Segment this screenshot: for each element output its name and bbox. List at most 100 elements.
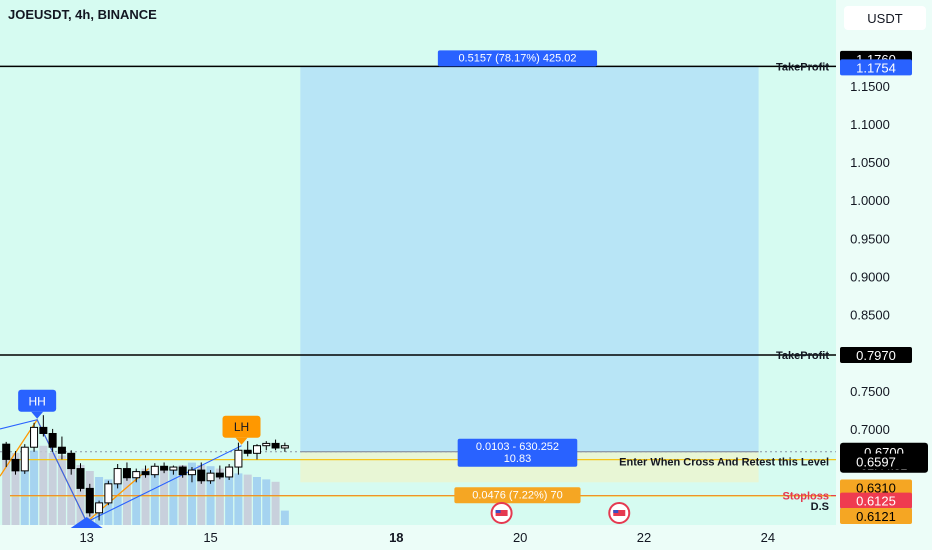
event-flag-stripes bbox=[495, 510, 508, 516]
level-value-label-box bbox=[840, 453, 912, 470]
candle-body bbox=[169, 466, 178, 471]
candle-body bbox=[178, 466, 187, 476]
low-pivot-marker bbox=[70, 516, 103, 528]
time-axis-background bbox=[0, 525, 836, 550]
x-tick-label: 22 bbox=[637, 530, 651, 545]
volume-bar bbox=[271, 481, 280, 525]
level-label: D.S bbox=[811, 501, 829, 513]
volume-bar bbox=[262, 479, 271, 525]
y-tick-label: 0.9000 bbox=[850, 269, 890, 284]
level-value-label-box bbox=[840, 492, 912, 509]
volume-bar bbox=[225, 471, 234, 525]
event-flag-canton bbox=[613, 510, 619, 513]
level-value-label-text: 1.1754 bbox=[856, 60, 896, 75]
candle-body bbox=[20, 446, 29, 472]
volume-bar bbox=[169, 468, 178, 525]
position-center-label-box bbox=[457, 438, 578, 467]
x-tick-label: 13 bbox=[79, 530, 93, 545]
profit-label-text: 0.5157 (78.17%) 425.02 bbox=[458, 52, 576, 64]
candle-body bbox=[160, 465, 169, 471]
volume-bar bbox=[243, 474, 252, 525]
volume-bar bbox=[48, 453, 57, 525]
loss-label-text: 0.0476 (7.22%) 70 bbox=[472, 489, 563, 501]
volume-bar bbox=[2, 459, 11, 525]
candle-body bbox=[187, 469, 196, 476]
candle-body bbox=[234, 449, 243, 468]
profit-label-box bbox=[437, 50, 598, 67]
symbol-title: JOEUSDT, 4h, BINANCE bbox=[8, 7, 157, 22]
candle-body bbox=[76, 468, 85, 489]
x-tick-label: 15 bbox=[203, 530, 217, 545]
loss-label-box bbox=[454, 487, 581, 504]
profit-zone bbox=[300, 66, 759, 452]
candle-body bbox=[252, 445, 261, 454]
candle-body bbox=[141, 471, 150, 476]
candle-body bbox=[57, 446, 66, 454]
candle-body bbox=[104, 483, 113, 504]
y-tick-label: 0.7500 bbox=[850, 384, 890, 399]
y-tick-label: 1.1000 bbox=[850, 117, 890, 132]
candle-body bbox=[48, 432, 57, 448]
level-label: Stoploss bbox=[783, 491, 829, 503]
y-tick-label: 1.1500 bbox=[850, 79, 890, 94]
candle-body bbox=[113, 468, 122, 485]
pattern-label-text: LH bbox=[234, 420, 249, 434]
level-label: TakeProfit bbox=[776, 350, 829, 362]
volume-bar bbox=[197, 465, 206, 525]
position-center-label-text: 0.0103 - 630.252 bbox=[476, 441, 559, 453]
candle-body bbox=[122, 468, 131, 479]
volume-bar bbox=[113, 474, 122, 525]
level-label: TakeProfit bbox=[776, 61, 829, 73]
trendline-blue bbox=[0, 419, 242, 523]
candle-body bbox=[150, 465, 159, 476]
x-tick-label: 24 bbox=[761, 530, 775, 545]
volume-bar bbox=[252, 477, 261, 525]
candle-body bbox=[225, 466, 234, 478]
volume-bar bbox=[178, 465, 187, 525]
x-tick-label: 20 bbox=[513, 530, 527, 545]
y-tick-label: 0.7000 bbox=[850, 422, 890, 437]
level-label: Enter When Cross And Retest this Level bbox=[619, 457, 829, 469]
event-flag-stripes bbox=[613, 510, 626, 516]
candle-body bbox=[197, 469, 206, 482]
candle-body bbox=[11, 458, 20, 472]
volume-bar bbox=[11, 453, 20, 525]
volume-bar bbox=[57, 455, 66, 525]
pattern-label-pointer bbox=[235, 437, 248, 445]
pattern-label-text: HH bbox=[28, 394, 45, 408]
y-tick-label: 0.9500 bbox=[850, 231, 890, 246]
candle-body bbox=[95, 502, 104, 514]
level-value-label-text: 0.6125 bbox=[856, 494, 896, 509]
candle-body bbox=[2, 443, 11, 460]
candle-body bbox=[215, 472, 224, 478]
volume-bar bbox=[76, 465, 85, 525]
level-value-label-box bbox=[840, 59, 912, 76]
volume-bar bbox=[20, 455, 29, 525]
price-label-text: 0.6310 bbox=[856, 481, 896, 496]
level-value-label-text: 0.6597 bbox=[856, 455, 896, 470]
pattern-label-pointer bbox=[31, 411, 44, 419]
candle-body bbox=[39, 426, 48, 434]
candle-body bbox=[262, 442, 271, 447]
price-label-box bbox=[840, 479, 912, 496]
volume-bar bbox=[215, 468, 224, 525]
candle-body bbox=[243, 449, 252, 454]
volume-bar bbox=[141, 468, 150, 525]
y-tick-label: 1.0000 bbox=[850, 193, 890, 208]
candle-body bbox=[271, 442, 280, 449]
currency-button[interactable]: USDT bbox=[844, 6, 926, 30]
candle-body bbox=[85, 487, 94, 514]
candle-body bbox=[30, 426, 39, 448]
volume-bar bbox=[67, 459, 76, 525]
candle-body bbox=[67, 452, 76, 470]
level-value-label-text: 0.7970 bbox=[856, 348, 896, 363]
currency-label: USDT bbox=[867, 10, 903, 26]
volume-bar bbox=[39, 445, 48, 525]
pattern-label-box bbox=[222, 415, 261, 438]
event-flag-canton bbox=[495, 510, 501, 513]
volume-bar bbox=[280, 510, 289, 525]
x-tick-label: 18 bbox=[389, 530, 403, 545]
pattern-label-box bbox=[18, 389, 57, 412]
volume-bar bbox=[122, 472, 131, 525]
